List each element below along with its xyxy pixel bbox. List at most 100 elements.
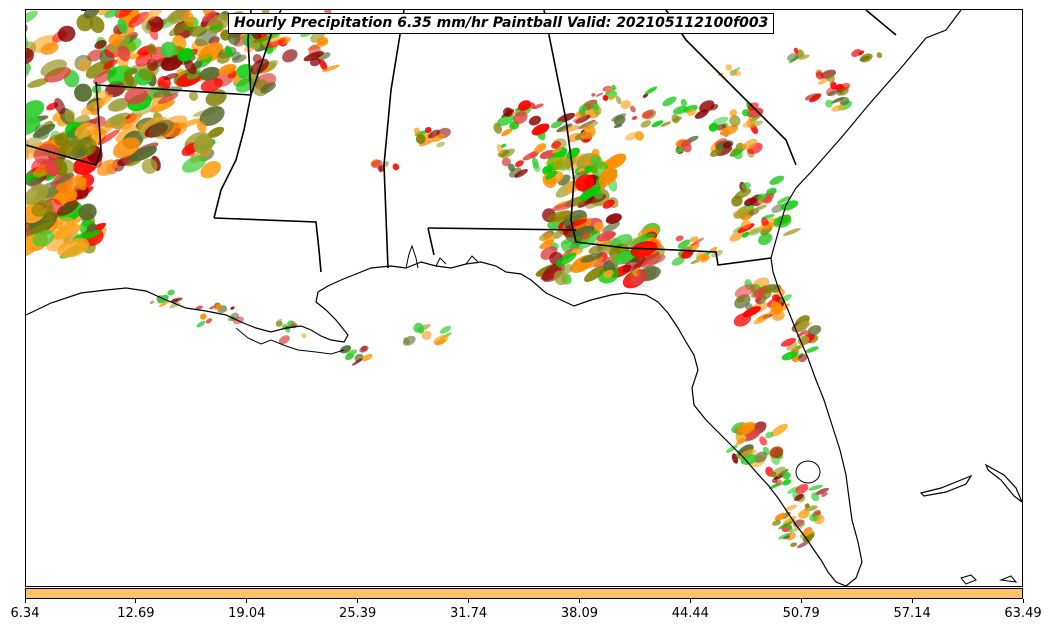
precip-blob [97,129,120,146]
precip-blob [196,320,206,328]
precip-blob [231,54,247,63]
border-ms-la-north [95,84,252,96]
precip-blob [827,90,837,96]
colorbar-tick-label: 19.04 [228,606,266,621]
precip-blob [78,203,97,221]
precip-blob [785,504,798,511]
precip-blob [794,321,810,333]
precip-blob [205,318,213,324]
precip-blob [803,505,818,512]
precip-blob [168,22,190,37]
state-borders [26,10,897,273]
precip-blob [518,100,532,111]
map-panel [25,9,1023,587]
precip-blob [672,105,688,115]
precip-blob [795,345,801,350]
precip-blob [774,512,786,521]
precip-blob [756,193,767,201]
precip-blob [344,353,355,360]
precip-blob [533,103,544,110]
precip-blob [228,32,241,45]
precip-blob [531,123,550,136]
precip-blob [613,124,623,128]
precip-blob [631,116,638,120]
precip-blob [680,139,692,148]
precip-blob [769,175,785,185]
precip-blob [770,301,783,315]
precip-blob [776,468,789,478]
lake-okeechobee [795,460,821,484]
precip-blob [677,239,691,249]
precip-blob [553,230,564,239]
precip-blob [169,302,181,309]
precip-blob [603,269,614,279]
colorbar-tick [800,599,802,603]
precip-blob [595,92,604,97]
precip-blob [558,156,577,169]
precip-blob [196,120,207,133]
precip-blob [781,351,798,361]
border-al-fl [427,227,577,231]
precip-blob [216,51,231,64]
precip-blob [577,195,595,208]
precip-blob [602,95,609,101]
precip-blob [790,542,798,547]
precip-blob [117,45,131,62]
precip-blob [615,95,622,105]
precip-blob [545,170,558,180]
precip-blob [74,83,93,102]
precip-blob [207,126,225,139]
colorbar-tick [578,599,580,603]
precip-blob [578,105,588,114]
precip-blob [625,132,638,141]
precip-blob [732,208,747,216]
precip-blob [439,325,452,334]
precip-blob [826,73,835,83]
bahamas-small [960,574,1018,585]
precip-blob [817,78,829,85]
precip-blob [590,154,602,165]
precip-blob [611,113,627,122]
precip-blob [641,110,654,119]
coastline [26,10,962,586]
precip-blob [593,221,605,233]
precip-blob [729,69,737,76]
precip-blob [742,306,761,318]
precip-blob [700,255,710,261]
precip-blob [753,313,771,325]
precip-blob [26,184,49,205]
precip-blob [176,68,185,76]
precip-blob [26,100,45,120]
precip-blob [501,157,511,167]
precip-blob [542,263,566,282]
precip-blob [27,78,49,88]
precip-blob [794,493,804,502]
colorbar-tick-label: 44.44 [671,606,709,621]
precip-blob [753,204,767,212]
precip-blob [160,41,177,58]
precip-blob [708,122,719,132]
precip-blob [528,115,542,126]
precip-blob [532,161,541,173]
precip-blob [378,165,385,172]
precip-blob [572,116,586,123]
precip-blob [710,148,722,157]
precip-blob [413,322,424,333]
border-tx-la [26,144,97,166]
precip-blob [214,303,222,310]
precip-blob [602,85,612,92]
precip-blob [859,53,873,63]
precip-blob [193,135,214,154]
precip-blob [118,113,143,131]
precip-blob [831,104,846,112]
precip-blob [26,47,34,65]
precip-blob [143,10,164,22]
precip-blob [809,93,822,103]
precip-blob [579,185,601,201]
precip-blob [202,11,217,22]
precip-blob [792,523,805,532]
precip-blob [753,451,768,463]
precip-blob [675,146,685,154]
precip-blob [124,87,148,105]
precip-blob [699,100,715,113]
